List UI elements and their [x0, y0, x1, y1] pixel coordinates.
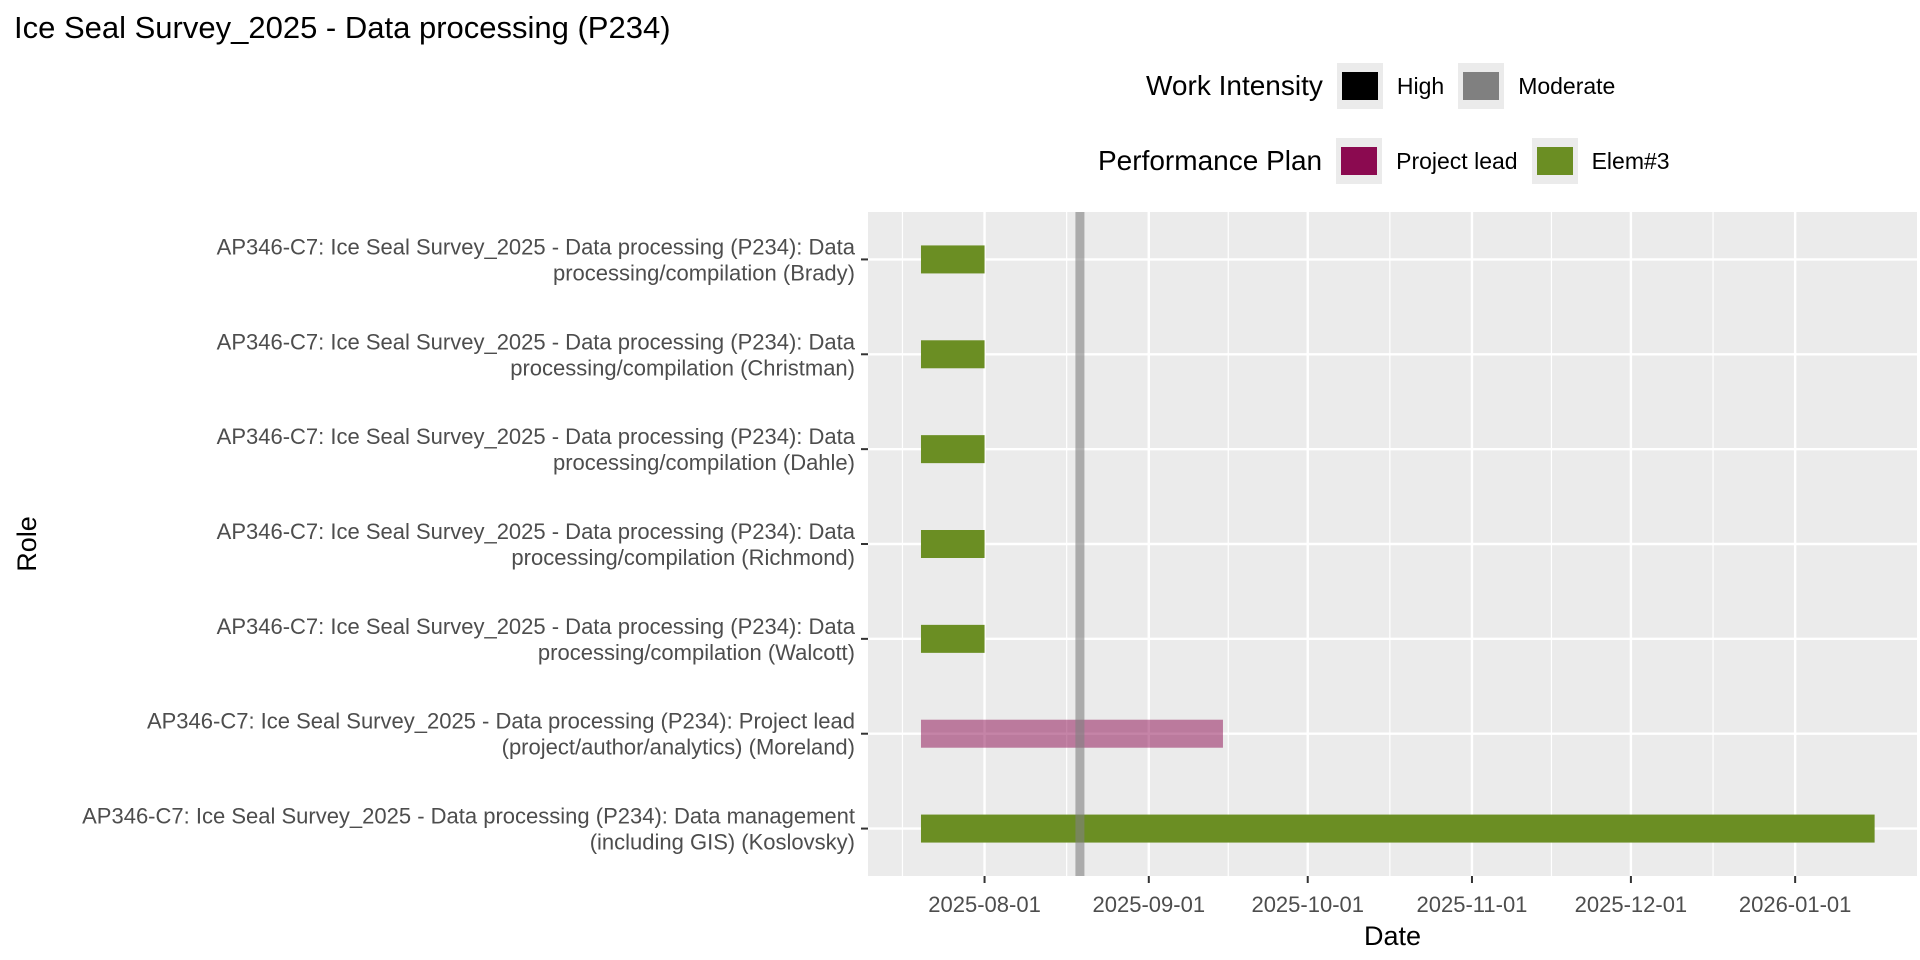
- plan-legend: Performance Plan Project lead Elem#3: [1098, 137, 1684, 185]
- chart-title: Ice Seal Survey_2025 - Data processing (…: [14, 10, 671, 45]
- x-tick-label: 2025-09-01: [1093, 892, 1206, 917]
- x-axis-title: Date: [1364, 921, 1421, 951]
- task-bar: [920, 340, 985, 369]
- elem3-legend-key: [1531, 138, 1578, 184]
- x-tick-label: 2025-10-01: [1251, 892, 1364, 917]
- elem3-legend-label: Elem#3: [1591, 147, 1670, 174]
- task-bar: [920, 814, 1875, 843]
- task-bar: [920, 530, 985, 558]
- high-legend-label: High: [1396, 72, 1445, 99]
- task-bar: [920, 624, 985, 653]
- y-tick-label: AP346-C7: Ice Seal Survey_2025 - Data pr…: [147, 709, 855, 760]
- x-tick-label: 2026-01-01: [1739, 892, 1852, 917]
- elem3-legend-swatch: [1536, 147, 1573, 175]
- moderate-legend-swatch: [1463, 72, 1500, 100]
- moderate-legend-key: [1458, 63, 1505, 109]
- intensity-legend: Work Intensity High Moderate: [1146, 62, 1629, 110]
- y-tick-label: AP346-C7: Ice Seal Survey_2025 - Data pr…: [217, 519, 856, 570]
- task-bar: [920, 435, 985, 464]
- task-bar: [920, 245, 985, 274]
- project-lead-legend-swatch: [1341, 147, 1378, 175]
- x-tick-label: 2025-08-01: [928, 892, 1041, 917]
- y-tick-label: AP346-C7: Ice Seal Survey_2025 - Data pr…: [217, 329, 856, 380]
- y-axis-title: Role: [12, 516, 42, 572]
- task-bar: [920, 719, 1223, 748]
- x-tick-label: 2025-11-01: [1417, 892, 1528, 917]
- moderate-legend-label: Moderate: [1518, 72, 1616, 99]
- x-tick-label: 2025-12-01: [1575, 892, 1688, 917]
- intensity-legend-title: Work Intensity: [1146, 70, 1323, 101]
- high-legend-swatch: [1341, 72, 1378, 100]
- project-lead-legend-label: Project lead: [1396, 147, 1518, 174]
- y-tick-label: AP346-C7: Ice Seal Survey_2025 - Data pr…: [82, 804, 855, 855]
- y-tick-label: AP346-C7: Ice Seal Survey_2025 - Data pr…: [217, 614, 856, 665]
- high-legend-key: [1336, 63, 1383, 109]
- y-tick-label: AP346-C7: Ice Seal Survey_2025 - Data pr…: [217, 424, 856, 475]
- project-lead-legend-key: [1336, 138, 1383, 184]
- plan-legend-title: Performance Plan: [1098, 145, 1323, 176]
- y-tick-label: AP346-C7: Ice Seal Survey_2025 - Data pr…: [217, 234, 856, 285]
